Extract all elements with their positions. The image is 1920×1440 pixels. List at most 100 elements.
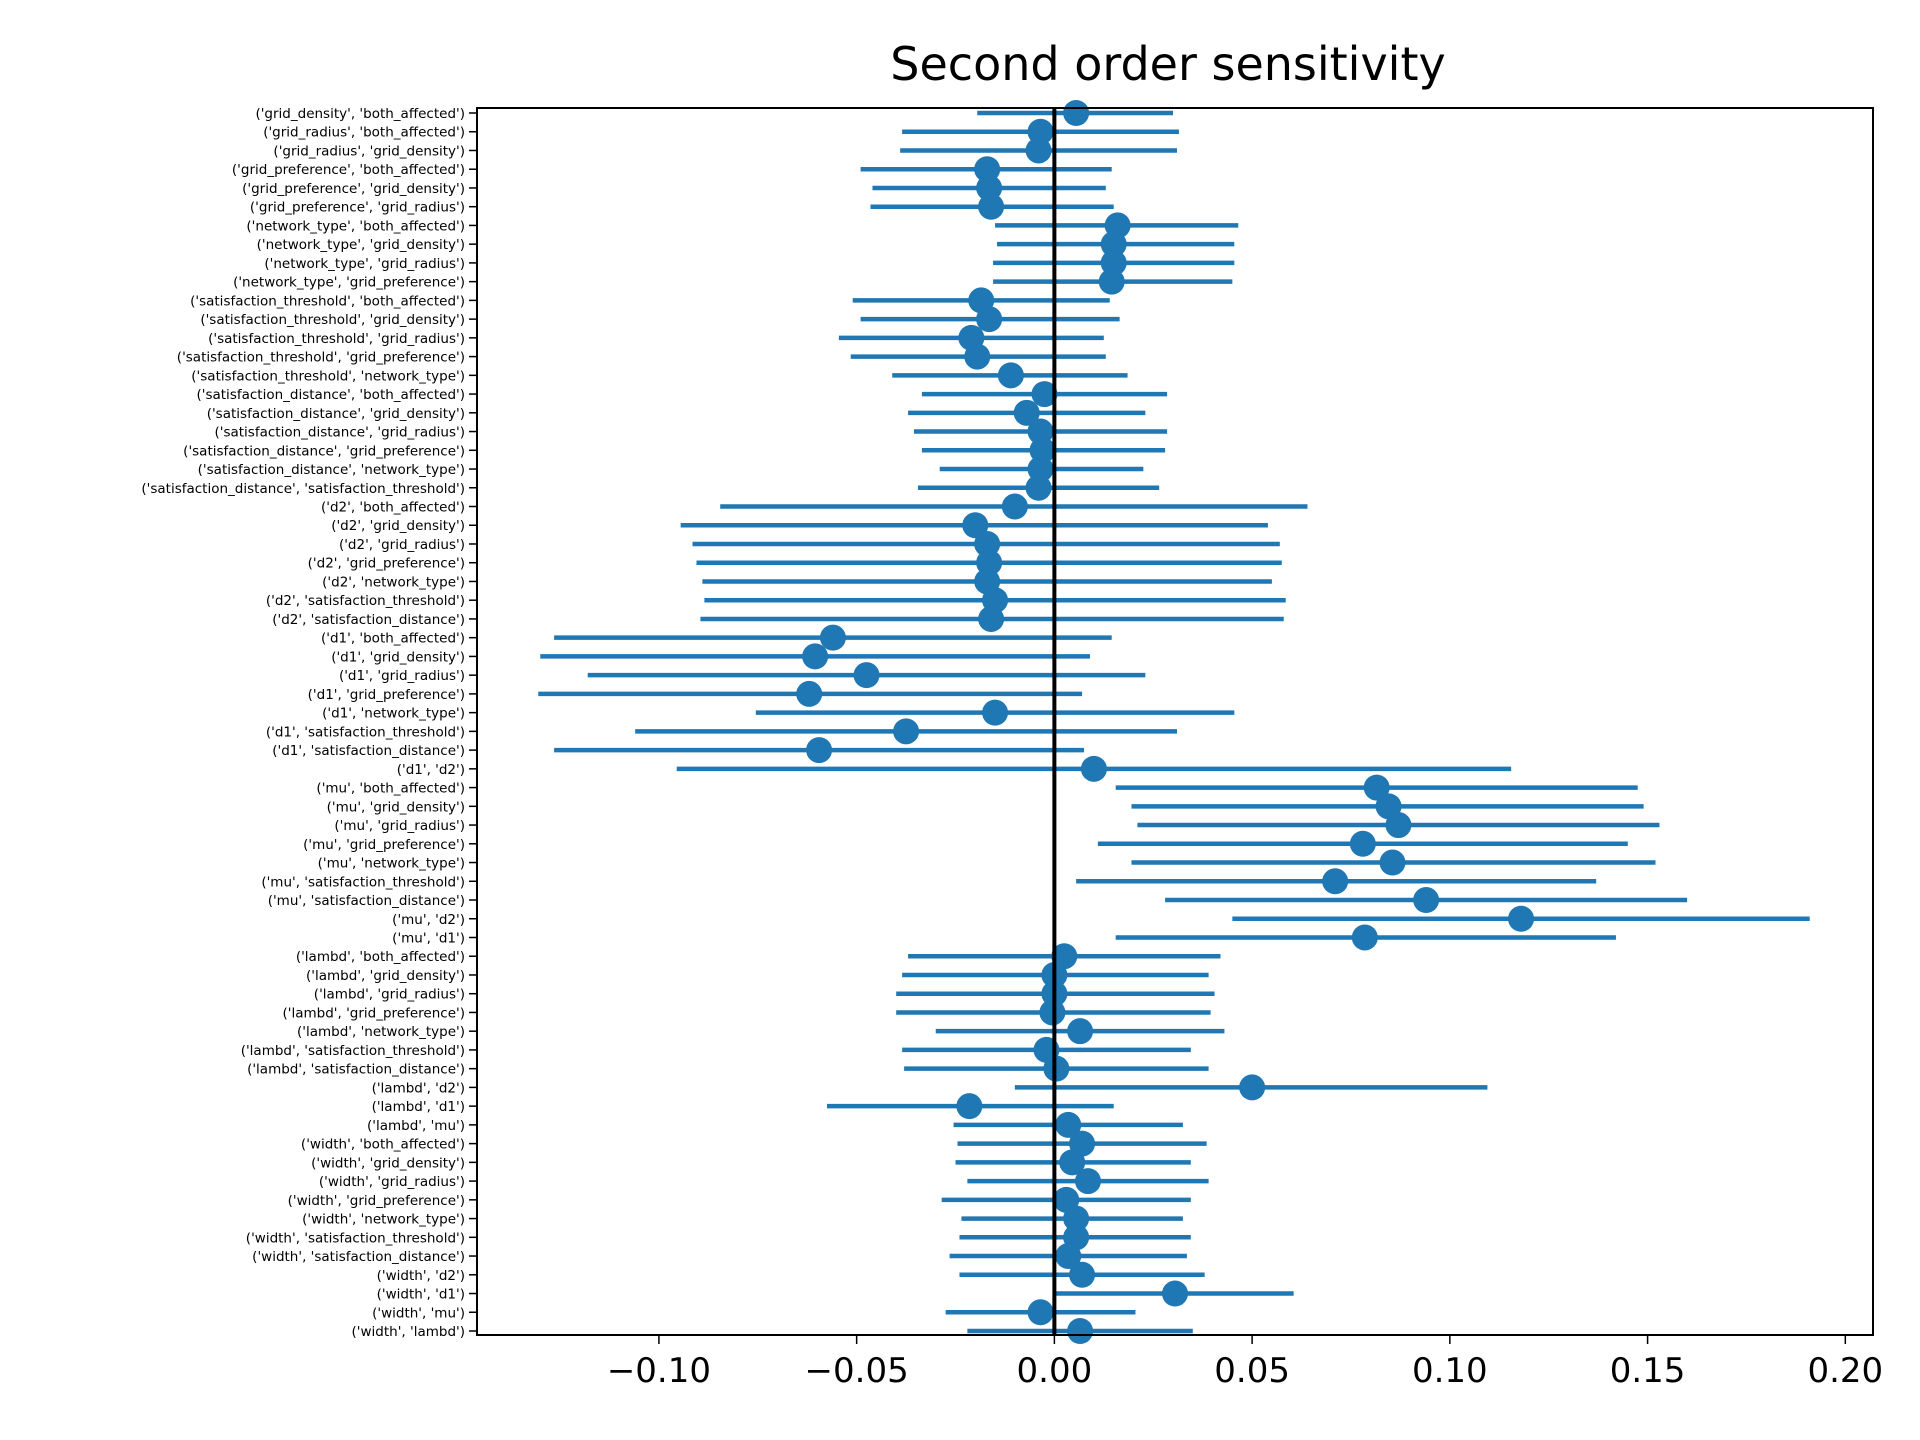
data-point: [1029, 437, 1056, 464]
data-point: [1351, 924, 1378, 951]
data-point: [1069, 1261, 1096, 1288]
y-tick-label: ('mu', 'satisfaction_distance'): [268, 893, 465, 909]
y-tick-label: ('satisfaction_threshold', 'grid_prefere…: [177, 350, 465, 366]
y-tick-label: ('d2', 'grid_density'): [331, 518, 465, 534]
y-tick-label: ('grid_density', 'both_affected'): [255, 106, 465, 122]
y-tick-label: ('satisfaction_distance', 'grid_preferen…: [183, 443, 465, 459]
y-tick-label: ('width', 'satisfaction_distance'): [252, 1249, 465, 1265]
y-tick-label: ('d2', 'grid_preference'): [308, 556, 465, 572]
y-tick-label: ('lambd', 'grid_density'): [306, 968, 465, 984]
x-tick-label: 0.00: [1017, 1351, 1093, 1391]
y-tick-label: ('d2', 'network_type'): [322, 574, 465, 590]
y-tick-label: ('satisfaction_distance', 'network_type'…: [198, 462, 465, 478]
y-tick-label: ('width', 'both_affected'): [301, 1137, 465, 1153]
y-tick-label: ('d1', 'network_type'): [322, 706, 465, 722]
data-point: [1063, 1205, 1090, 1232]
y-tick-label: ('d2', 'grid_radius'): [339, 537, 465, 553]
data-point: [1027, 418, 1054, 445]
y-tick-label: ('satisfaction_threshold', 'network_type…: [191, 368, 465, 384]
y-tick-label: ('grid_preference', 'grid_radius'): [250, 200, 465, 216]
data-point: [1067, 1318, 1094, 1344]
data-point: [1025, 474, 1052, 501]
data-point: [1322, 868, 1349, 895]
y-tick-label: ('width', 'd2'): [377, 1268, 465, 1284]
y-tick-label: ('network_type', 'grid_density'): [257, 237, 465, 253]
data-point: [796, 680, 823, 707]
data-point: [1100, 231, 1127, 258]
y-tick-label: ('mu', 'd2'): [392, 912, 465, 928]
y-tick-label: ('network_type', 'grid_radius'): [264, 256, 465, 272]
y-tick-label: ('satisfaction_distance', 'grid_radius'): [214, 425, 465, 441]
data-point: [853, 662, 880, 689]
data-point: [1080, 755, 1107, 782]
y-tick-label: ('lambd', 'satisfaction_threshold'): [241, 1043, 465, 1059]
y-tick-label: ('lambd', 'satisfaction_distance'): [247, 1062, 465, 1078]
x-axis-ticks: −0.10 −0.05 0.00 0.05 0.10 0.15 0.20: [607, 1335, 1883, 1391]
y-tick-label: ('width', 'satisfaction_threshold'): [246, 1230, 465, 1246]
data-point: [1055, 1111, 1082, 1138]
y-tick-label: ('satisfaction_threshold', 'grid_radius'…: [208, 331, 465, 347]
data-point: [978, 193, 1005, 220]
y-tick-label: ('lambd', 'd2'): [372, 1080, 465, 1096]
data-point: [962, 512, 989, 539]
y-tick-label: ('d2', 'satisfaction_distance'): [272, 612, 465, 628]
y-tick-label: ('d1', 'grid_preference'): [308, 687, 465, 703]
chart-title: Second order sensitivity: [890, 37, 1445, 91]
y-tick-label: ('width', 'lambd'): [352, 1324, 465, 1340]
data-point: [1067, 1018, 1094, 1045]
data-point: [1239, 1074, 1266, 1101]
data-point: [1413, 887, 1440, 914]
y-tick-label: ('width', 'mu'): [372, 1305, 465, 1321]
data-point: [806, 737, 833, 764]
data-point: [1031, 381, 1058, 408]
data-point: [956, 1093, 983, 1120]
y-tick-label: ('d1', 'grid_density'): [331, 649, 465, 665]
y-tick-label: ('width', 'd1'): [377, 1287, 465, 1303]
y-tick-label: ('mu', 'network_type'): [318, 856, 465, 872]
data-point: [976, 549, 1003, 576]
y-tick-label: ('satisfaction_threshold', 'both_affecte…: [190, 293, 465, 309]
axes-frame: [476, 107, 1874, 1336]
x-tick-label: 0.05: [1214, 1351, 1290, 1391]
y-tick-label: ('lambd', 'both_affected'): [296, 949, 465, 965]
data-point: [976, 174, 1003, 201]
y-tick-label: ('mu', 'd1'): [392, 930, 465, 946]
y-tick-label: ('mu', 'both_affected'): [316, 781, 465, 797]
y-tick-label: ('lambd', 'mu'): [367, 1118, 465, 1134]
y-tick-label: ('satisfaction_distance', 'both_affected…: [196, 387, 465, 403]
y-tick-label: ('grid_preference', 'grid_density'): [242, 181, 465, 197]
plot-area: [538, 100, 1810, 1344]
y-tick-label: ('mu', 'grid_radius'): [334, 818, 465, 834]
data-point: [1027, 456, 1054, 483]
x-tick-label: 0.20: [1807, 1351, 1883, 1391]
data-point: [1074, 1168, 1101, 1195]
y-tick-label: ('mu', 'grid_preference'): [303, 837, 465, 853]
y-tick-label: ('d2', 'satisfaction_threshold'): [266, 593, 465, 609]
data-point: [974, 156, 1001, 183]
y-tick-label: ('grid_radius', 'grid_density'): [273, 143, 465, 159]
data-point: [982, 699, 1009, 726]
y-tick-label: ('d1', 'satisfaction_distance'): [272, 743, 465, 759]
data-point: [1385, 812, 1412, 839]
data-point: [1001, 493, 1028, 520]
data-point: [1379, 849, 1406, 876]
data-point: [1100, 249, 1127, 276]
data-point: [1013, 399, 1040, 426]
data-point: [997, 362, 1024, 389]
data-point: [1349, 830, 1376, 857]
y-tick-label: ('lambd', 'grid_radius'): [314, 987, 465, 1003]
data-point: [964, 343, 991, 370]
data-point: [1027, 1299, 1054, 1326]
y-tick-label: ('width', 'grid_density'): [311, 1155, 465, 1171]
y-tick-label: ('satisfaction_distance', 'satisfaction_…: [141, 481, 465, 497]
y-tick-label: ('d1', 'both_affected'): [321, 631, 465, 647]
y-tick-label: ('d2', 'both_affected'): [321, 500, 465, 516]
y-tick-label: ('d1', 'd2'): [397, 762, 465, 778]
data-point: [976, 306, 1003, 333]
y-tick-label: ('network_type', 'both_affected'): [246, 218, 465, 234]
data-point: [978, 605, 1005, 632]
y-tick-label: ('lambd', 'grid_preference'): [283, 1005, 466, 1021]
y-tick-label: ('mu', 'satisfaction_threshold'): [261, 874, 465, 890]
